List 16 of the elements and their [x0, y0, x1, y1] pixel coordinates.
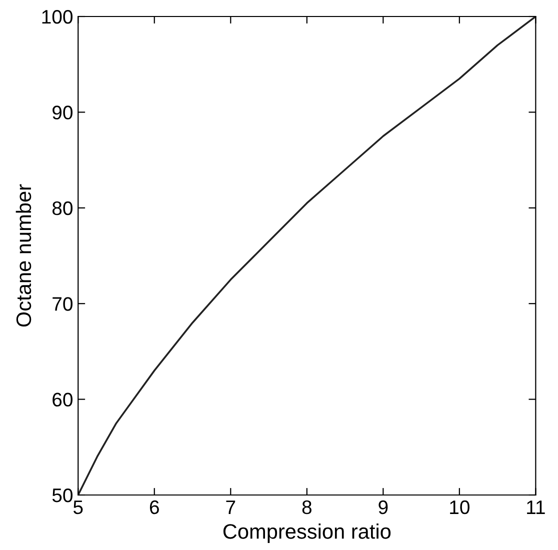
x-axis-title: Compression ratio — [223, 524, 391, 543]
x-tick-label: 9 — [378, 500, 388, 514]
x-tick-label: 7 — [226, 500, 236, 514]
x-tick-label: 11 — [527, 500, 545, 514]
y-tick-label: 50 — [52, 488, 72, 502]
y-tick-label: 80 — [52, 201, 72, 216]
y-tick-label: 90 — [52, 106, 72, 120]
x-tick-label: 8 — [302, 500, 312, 514]
y-tick-label: 70 — [52, 297, 72, 311]
y-tick-label: 100 — [42, 10, 72, 24]
x-tick-label: 5 — [73, 500, 83, 514]
x-tick-label: 6 — [150, 500, 159, 514]
line-series — [78, 16, 536, 495]
y-axis-title: Octane number — [16, 184, 32, 327]
y-tick-label: 60 — [52, 392, 72, 407]
x-tick-label: 10 — [450, 500, 470, 514]
